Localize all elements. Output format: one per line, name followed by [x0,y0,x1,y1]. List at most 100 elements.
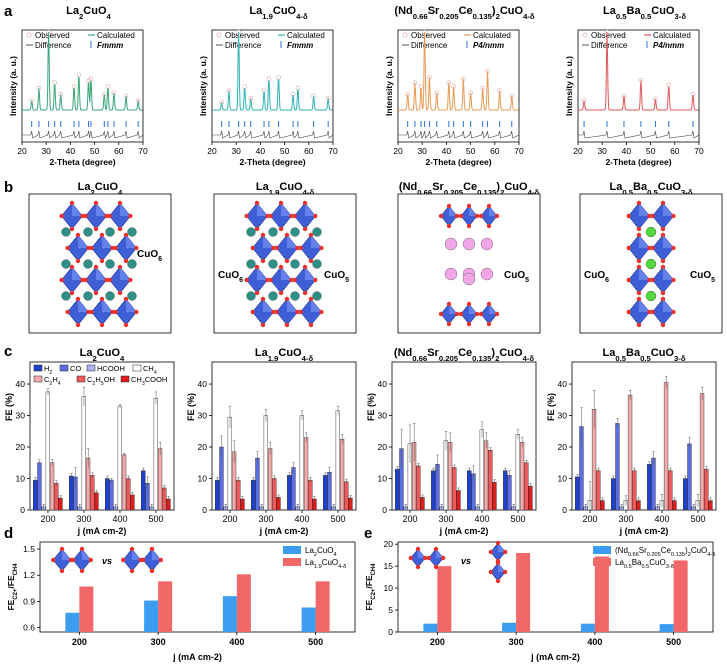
oxygen-atom [671,277,676,283]
fe-bar [452,467,457,511]
xrd-observed-point [638,78,644,83]
ratio-legend-label: (Nd0.66Sr0.205Ce0.135)2CuO4-δ [615,546,715,558]
oxygen-atom [319,245,324,251]
oxygen-atom [149,568,155,574]
xrd-difference-curve-3 [578,130,700,139]
legend-observed-marker [402,32,408,38]
xrd-observed-point [295,85,301,91]
fe-bar [267,448,273,511]
xrd-observed-point [101,92,107,97]
fe-ytick-label: 20 [558,442,568,452]
oxygen-atom [636,296,642,302]
oxygen-atom [244,213,249,219]
fe-ytick-label: 10 [198,474,208,484]
fe-bar [344,481,349,511]
xrd-frame-2 [397,29,520,143]
oxygen-atom [660,264,666,270]
xrd-xtick-label: 60 [304,146,314,156]
oxygen-atom [466,321,472,327]
cuo6-octahedron [650,232,676,264]
octahedron-highlight [96,203,107,216]
fe-xtick-label: 400 [112,514,127,524]
xrd-observed-point [497,88,502,93]
xrd-xtick-label: 50 [646,146,656,156]
oxygen-atom [110,309,115,315]
fe-ytick-label: 30 [558,411,568,421]
octahedron-highlight [281,203,292,216]
fe-bar [443,440,448,511]
octahedron-highlight [132,549,141,560]
xrd-difference-curve-0 [22,130,144,139]
oxygen-atom [278,290,284,296]
structure-title-1: La1.9CuO4-δ [256,181,315,197]
xrd-xtick-label: 20 [207,146,217,156]
legend-c-label: CH3COOH [131,375,167,387]
xrd-observed-point [405,92,410,97]
oxygen-atom [415,564,421,570]
legend-observed-label: Observed [411,31,446,40]
panel-label-c: c [4,343,12,360]
oxygen-atom [123,232,129,238]
oxygen-atom [423,555,428,561]
fe-xtick-label: 500 [690,514,705,524]
legend-difference-label: Difference [35,41,72,50]
fe-ylabel: FE (%) [366,393,376,421]
xrd-panels: La2CuO4 Observed Calculated Difference Fmmm 2… [8,5,704,167]
xrd-observed-point [653,96,658,102]
cuo6-octahedron [626,296,652,328]
inset-octahedron [121,546,143,574]
la-atom [246,259,256,269]
octahedron-highlight [489,206,497,216]
xrd-xtick-label: 30 [41,146,51,156]
xrd-observed-point [248,96,254,101]
oxygen-atom [503,549,508,555]
xrd-observed-point [434,90,440,96]
oxygen-atom [426,555,431,561]
oxygen-atom [80,277,85,283]
cuo6-octahedron [292,200,318,232]
oxygen-atom [274,309,279,315]
fe-bar [575,476,580,511]
oxygen-atom [149,546,155,552]
oxygen-atom [69,264,75,270]
oxygen-atom [446,223,452,229]
octahedron-highlight [639,299,650,312]
ratio-ylabel: FEC2+/FECH4 [6,563,19,611]
inset-pyramid [488,540,508,564]
panel-label-b: b [4,179,13,196]
xrd-title-3: La0.5Ba0.5CuO3-δ [603,5,686,21]
cuo5-pyramid [478,203,500,229]
ratio-legend-swatch [593,558,611,566]
octahedron-highlight [489,304,497,314]
fe-bar [704,468,709,511]
oxygen-atom [123,296,129,302]
oxygen-atom [660,200,666,206]
legend-observed-label: Observed [591,31,626,40]
fe-xtick-label: 400 [294,514,309,524]
oxygen-atom [75,258,81,264]
ratio-xtick-label: 400 [229,637,244,647]
legend-c-swatch [33,364,43,372]
oxygen-atom [433,546,439,552]
ratio-legend-swatch [283,558,301,566]
oxygen-atom [69,290,75,296]
legend-observed-label: Observed [225,31,260,40]
xrd-observed-point [242,84,247,89]
fe-ytick-label: 40 [198,379,208,389]
oxygen-atom [289,277,294,283]
legend-calculated-label: Calculated [97,31,135,40]
la-atom [290,227,300,237]
cuo6-octahedron [626,232,652,264]
oxygen-atom [466,203,472,209]
fe-bar [49,462,55,511]
octahedron-highlight [96,267,107,280]
cuo6-octahedron [107,200,133,232]
la-atom [268,291,278,301]
fe-ytick-label: 30 [16,411,26,421]
cuo5-label: CuO5 [690,270,715,284]
cuo6-octahedron [83,200,109,232]
fe-xtick-label: 200 [40,514,55,524]
oxygen-atom [99,232,105,238]
nd-atom [444,237,458,251]
